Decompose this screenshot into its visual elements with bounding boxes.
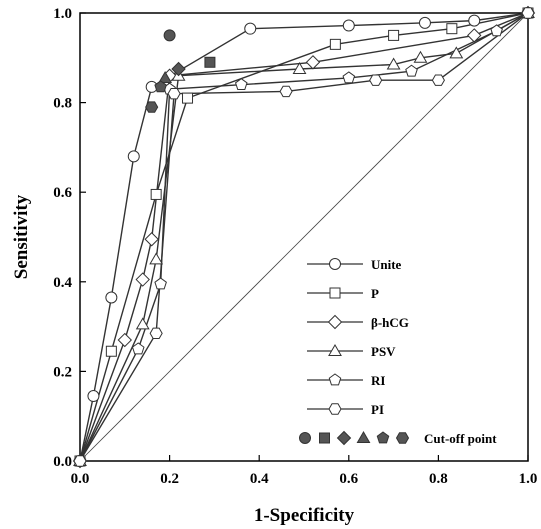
data-point-pi	[521, 7, 535, 19]
cutoff-point-psv	[158, 70, 173, 83]
data-point-p	[182, 92, 194, 104]
data-point-unite	[87, 390, 100, 403]
y-axis: 0.0 0.2 0.4 0.6 0.8 1.0	[53, 6, 86, 470]
data-point-p	[329, 38, 341, 50]
legend-label-ri: RI	[371, 373, 385, 388]
y-tick-label: 0.8	[53, 96, 72, 112]
data-point-p	[150, 188, 162, 200]
legend-cutoff-marker	[395, 432, 410, 444]
data-point-pi	[279, 85, 293, 98]
data-point-ri	[405, 64, 418, 77]
data-point-unite	[127, 150, 140, 163]
x-tick-label: 1.0	[519, 471, 538, 487]
legend-cutoff-marker	[356, 430, 371, 443]
data-point-psv	[135, 317, 150, 330]
legend-label-cutoff: Cut-off point	[424, 431, 497, 446]
data-point-ri	[154, 277, 167, 290]
data-point-ri	[490, 24, 503, 37]
legend-label-pi: PI	[371, 402, 384, 417]
data-point-pi	[73, 455, 87, 467]
data-point-pi	[431, 74, 445, 86]
data-point-pi	[149, 327, 163, 340]
legend-cutoff-marker	[376, 431, 390, 444]
data-point-ri	[131, 342, 145, 355]
data-point-hcg	[305, 55, 321, 70]
data-point-hcg	[144, 232, 159, 247]
data-point-psv	[413, 50, 428, 63]
data-point-unite	[105, 291, 118, 304]
x-tick-label: 0.0	[71, 471, 90, 487]
y-tick-label: 1.0	[53, 6, 72, 22]
legend: Unite Pβ-hCG PSV RI PI Cut-off point	[299, 257, 497, 446]
legend-cutoff-marker	[299, 432, 311, 444]
cutoff-point-unite	[163, 29, 176, 42]
data-point-pi	[167, 87, 181, 100]
legend-label-psv: PSV	[371, 344, 396, 359]
series-line-unite	[79, 12, 529, 462]
data-point-unite	[418, 16, 431, 29]
legend-marker-hcg	[327, 314, 343, 330]
data-point-unite	[468, 14, 481, 27]
data-point-hcg	[117, 332, 133, 348]
legend-label-unite: Unite	[371, 257, 402, 272]
x-tick-label: 0.8	[429, 471, 448, 487]
data-point-psv	[292, 61, 307, 74]
data-point-psv	[386, 57, 401, 70]
legend-cutoff-marker	[336, 430, 352, 446]
legend-marker-p	[329, 287, 341, 299]
data-point-unite	[244, 22, 257, 35]
x-axis: 0.0 0.2 0.4 0.6 0.8 1.0	[71, 455, 538, 487]
y-tick-label: 0.6	[53, 185, 72, 201]
cutoff-point-ri	[154, 80, 167, 93]
data-point-p	[446, 23, 458, 35]
legend-marker-psv	[328, 343, 342, 356]
cutoff-markers	[145, 29, 216, 113]
data-point-ri	[234, 78, 248, 91]
data-point-unite	[342, 19, 355, 32]
x-tick-label: 0.2	[160, 471, 179, 487]
legend-marker-unite	[329, 258, 341, 270]
legend-marker-ri	[328, 373, 342, 386]
legend-marker-pi	[328, 403, 342, 415]
data-point-hcg	[467, 28, 482, 43]
data-point-p	[105, 345, 117, 357]
series-markers	[72, 5, 536, 469]
data-point-pi	[369, 74, 383, 86]
y-tick-label: 0.2	[53, 364, 72, 380]
x-tick-label: 0.4	[250, 471, 269, 487]
y-tick-label: 0.4	[53, 275, 72, 291]
data-point-psv	[149, 252, 164, 265]
cutoff-point-hcg	[171, 61, 186, 77]
data-point-psv	[449, 46, 464, 59]
y-axis-title: Sensitivity	[11, 194, 32, 279]
cutoff-point-p	[204, 56, 216, 68]
data-point-p	[388, 29, 400, 41]
plot-frame	[79, 12, 529, 462]
cutoff-point-pi	[145, 101, 159, 113]
legend-label-hcg: β-hCG	[371, 315, 409, 330]
data-point-hcg	[135, 272, 150, 287]
legend-label-p: P	[371, 286, 379, 301]
legend-cutoff-marker	[319, 432, 330, 444]
data-point-ri	[342, 71, 356, 84]
reference-diagonal	[79, 12, 529, 462]
x-axis-title: 1-Specificity	[254, 505, 355, 526]
series-line-hcg	[79, 12, 529, 462]
x-tick-label: 0.6	[339, 471, 358, 487]
y-tick-label: 0.0	[53, 454, 72, 470]
